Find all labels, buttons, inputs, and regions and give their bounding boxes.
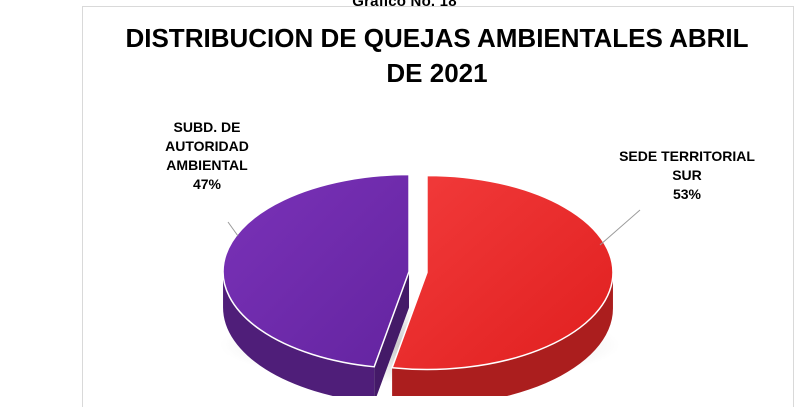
slice-percent-label-1: 47% (193, 176, 222, 192)
leader-line-0 (599, 209, 641, 246)
chart-frame (82, 6, 794, 407)
slice-label-1-line-2: AMBIENTAL (166, 157, 248, 173)
leader-line-1 (227, 221, 239, 237)
slice-label-1-line-1: AUTORIDAD (165, 138, 249, 154)
pie-slice-face-1 (374, 271, 410, 396)
slice-label-1-line-0: SUBD. DE (174, 119, 241, 135)
pie-slice-side-0 (392, 272, 613, 396)
slice-label-0-line-0: SEDE TERRITORIAL (619, 148, 755, 164)
slice-label-0-line-1: SUR (672, 167, 702, 183)
pie-slice-0 (391, 174, 614, 371)
chart-title-line-1: DISTRIBUCION DE QUEJAS AMBIENTALES ABRIL (125, 23, 749, 53)
pie-chart: SEDE TERRITORIAL SUR 53% SUBD. DE AUTORIDAD A… (165, 119, 755, 396)
slice-percent-label-0: 53% (673, 186, 702, 202)
figure-caption: Grafico No. 18 (352, 0, 457, 10)
chart-title-line-2: DE 2021 (386, 58, 488, 88)
pie-slice-1 (222, 173, 410, 368)
pie-slice-side-1 (223, 271, 375, 396)
